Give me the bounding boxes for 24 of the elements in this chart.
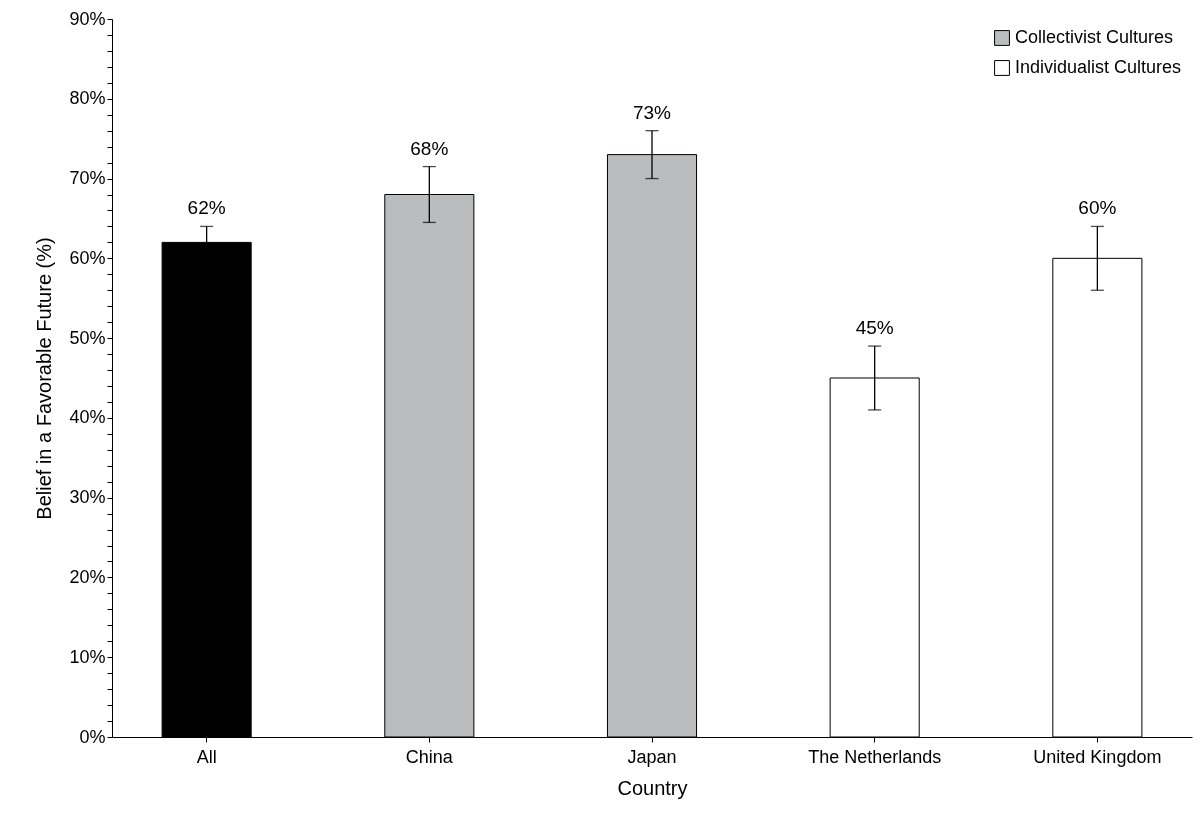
y-tick-label: 10% xyxy=(69,646,106,667)
y-axis-title: Belief in a Favorable Future (%) xyxy=(33,237,56,520)
data-label: 45% xyxy=(855,317,894,339)
y-tick-label: 0% xyxy=(79,726,106,747)
legend-label: Collectivist Cultures xyxy=(1015,27,1174,47)
y-tick-label: 20% xyxy=(69,566,106,587)
y-tick-label: 80% xyxy=(69,88,106,109)
y-tick-label: 70% xyxy=(69,168,106,189)
data-label: 60% xyxy=(1078,197,1117,219)
legend-label: Individualist Cultures xyxy=(1015,57,1182,77)
x-tick-label: China xyxy=(405,746,454,767)
x-tick-label: The Netherlands xyxy=(808,746,942,767)
data-label: 62% xyxy=(187,197,226,219)
y-tick-label: 40% xyxy=(69,407,106,428)
y-tick-label: 50% xyxy=(69,327,106,348)
x-tick-label: United Kingdom xyxy=(1033,746,1162,767)
y-tick-label: 90% xyxy=(69,8,106,29)
x-axis-title: Country xyxy=(617,776,688,799)
data-label: 73% xyxy=(632,101,672,123)
data-label: 68% xyxy=(410,137,449,159)
y-tick-label: 60% xyxy=(69,247,106,268)
x-tick-label: Japan xyxy=(627,746,677,767)
x-tick-label: All xyxy=(196,746,217,767)
y-tick-label: 30% xyxy=(69,487,106,508)
